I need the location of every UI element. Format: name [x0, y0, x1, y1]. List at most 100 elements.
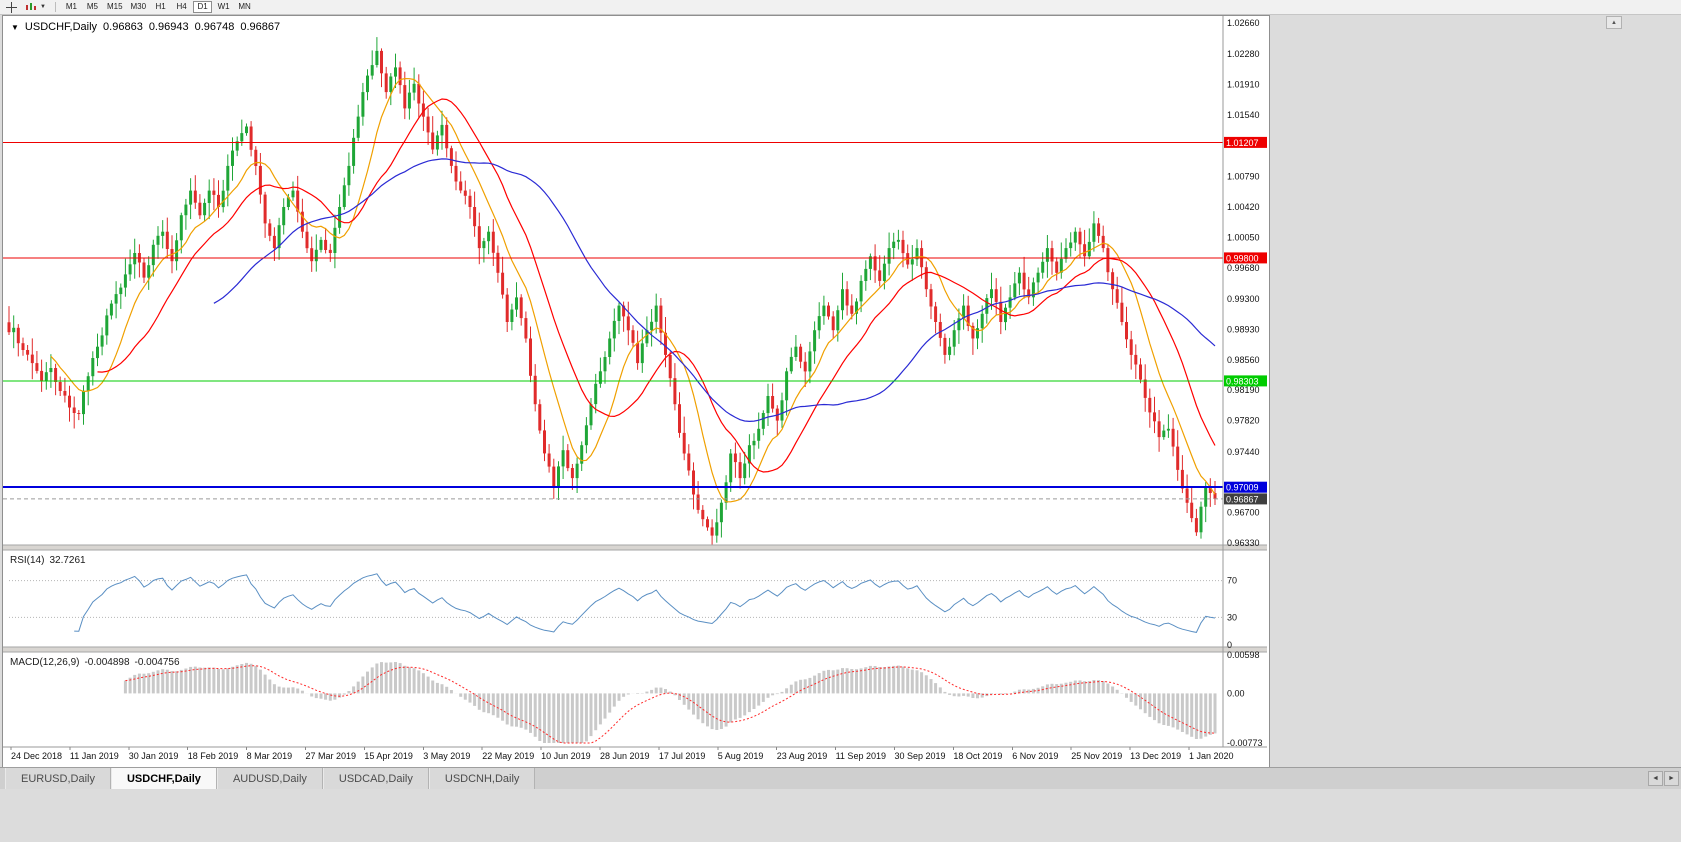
crosshair-tool-button[interactable] — [2, 1, 21, 14]
svg-text:0.99680: 0.99680 — [1227, 263, 1260, 273]
svg-text:23 Aug 2019: 23 Aug 2019 — [777, 751, 828, 761]
chart-symbol-period: USDCHF,Daily — [24, 21, 98, 33]
timeframe-mn-button[interactable]: MN — [235, 1, 254, 13]
svg-text:0.97440: 0.97440 — [1227, 447, 1260, 457]
tab-usdcnh[interactable]: USDCNH,Daily — [428, 768, 536, 789]
svg-text:0.98930: 0.98930 — [1227, 324, 1260, 334]
price-tag-1.01207: 1.01207 — [1224, 136, 1267, 148]
svg-text:18 Oct 2019: 18 Oct 2019 — [953, 751, 1002, 761]
toolbar: ▼ M1 M5 M15 M30 H1 H4 D1 W1 MN — [0, 0, 1681, 15]
svg-text:28 Jun 2019: 28 Jun 2019 — [600, 751, 650, 761]
svg-text:10 Jun 2019: 10 Jun 2019 — [541, 751, 591, 761]
dropdown-icon: ▼ — [40, 4, 46, 10]
svg-text:0.98190: 0.98190 — [1227, 385, 1260, 395]
svg-text:6 Nov 2019: 6 Nov 2019 — [1012, 751, 1058, 761]
price-tag-0.97009: 0.97009 — [1224, 481, 1267, 493]
svg-text:0.96867: 0.96867 — [1226, 494, 1259, 504]
svg-text:0.00: 0.00 — [1227, 688, 1245, 698]
svg-text:22 May 2019: 22 May 2019 — [482, 751, 534, 761]
svg-text:0.97009: 0.97009 — [1226, 483, 1259, 493]
timeframe-h4-button[interactable]: H4 — [172, 1, 191, 13]
svg-text:13 Dec 2019: 13 Dec 2019 — [1130, 751, 1181, 761]
symbol-dropdown-icon[interactable]: ▼ — [11, 22, 19, 32]
svg-text:0.97820: 0.97820 — [1227, 416, 1260, 426]
tab-usdchf[interactable]: USDCHF,Daily — [110, 768, 217, 789]
svg-text:0.98303: 0.98303 — [1226, 376, 1259, 386]
macd-signal-value: -0.004756 — [134, 657, 180, 668]
timeframe-h1-button[interactable]: H1 — [151, 1, 170, 13]
macd-name: MACD(12,26,9) — [10, 657, 80, 668]
macd-indicator-label: MACD(12,26,9) -0.004898 -0.004756 — [10, 657, 180, 668]
ohlc-high: 0.96943 — [148, 21, 189, 33]
svg-text:17 Jul 2019: 17 Jul 2019 — [659, 751, 706, 761]
svg-text:1.01207: 1.01207 — [1226, 138, 1259, 148]
macd-signal-line — [125, 665, 1216, 744]
macd-histogram — [123, 662, 1217, 743]
macd-value: -0.004898 — [84, 657, 130, 668]
tab-label: USDCAD,Daily — [338, 772, 413, 785]
svg-text:1.02280: 1.02280 — [1227, 49, 1260, 59]
price-chart[interactable]: 70 30 00.00598 0.00 -0.00773 1.02660 1.02280 1.… — [3, 16, 1267, 765]
toolbar-separator — [54, 2, 56, 12]
tab-usdcad[interactable]: USDCAD,Daily — [322, 768, 429, 789]
svg-text:24 Dec 2018: 24 Dec 2018 — [11, 751, 62, 761]
svg-text:1.01910: 1.01910 — [1227, 80, 1260, 90]
svg-text:0: 0 — [1227, 640, 1232, 650]
svg-text:70: 70 — [1227, 576, 1237, 586]
tab-label: AUDUSD,Daily — [232, 772, 307, 785]
tab-label: USDCHF,Daily — [126, 772, 201, 785]
svg-text:1.00050: 1.00050 — [1227, 232, 1260, 242]
crosshair-icon — [6, 1, 17, 13]
rsi-value: 32.7261 — [49, 555, 86, 566]
svg-text:1.01540: 1.01540 — [1227, 110, 1260, 120]
current-price-tag: 0.96867 — [1224, 493, 1267, 505]
moving-average-20 — [97, 98, 1216, 473]
svg-text:15 Apr 2019: 15 Apr 2019 — [364, 751, 413, 761]
svg-text:1.00790: 1.00790 — [1227, 172, 1260, 182]
ohlc-open: 0.96863 — [103, 21, 143, 33]
workspace-scroll-up-button[interactable]: ▲ — [1606, 16, 1622, 29]
svg-text:0.99300: 0.99300 — [1227, 294, 1260, 304]
chart-title: ▼ USDCHF,Daily 0.96863 0.96943 0.96748 0… — [11, 21, 280, 33]
candles — [7, 37, 1217, 549]
svg-text:1 Jan 2020: 1 Jan 2020 — [1189, 751, 1234, 761]
rsi-line — [74, 573, 1216, 633]
svg-text:30 Jan 2019: 30 Jan 2019 — [129, 751, 179, 761]
svg-text:27 Mar 2019: 27 Mar 2019 — [306, 751, 357, 761]
pane-splitter[interactable] — [3, 647, 1267, 652]
timeframe-m30-button[interactable]: M30 — [128, 1, 150, 13]
timeframe-w1-button[interactable]: W1 — [214, 1, 233, 13]
tab-scroll-left-button[interactable]: ◄ — [1648, 771, 1663, 786]
svg-text:25 Nov 2019: 25 Nov 2019 — [1071, 751, 1122, 761]
svg-text:0.96700: 0.96700 — [1227, 508, 1260, 518]
timeframe-group: M1 M5 M15 M30 H1 H4 D1 W1 MN — [61, 1, 255, 13]
price-tag-0.99800: 0.99800 — [1224, 252, 1267, 263]
timeframe-m1-button[interactable]: M1 — [62, 1, 81, 13]
svg-text:30: 30 — [1227, 612, 1237, 622]
timeframe-d1-button[interactable]: D1 — [193, 1, 213, 13]
tab-scroll-right-button[interactable]: ► — [1664, 771, 1679, 786]
svg-text:0.00598: 0.00598 — [1227, 650, 1260, 660]
svg-text:1.00420: 1.00420 — [1227, 202, 1260, 212]
svg-text:0.98560: 0.98560 — [1227, 355, 1260, 365]
moving-average-10 — [50, 77, 1216, 503]
svg-text:1.02660: 1.02660 — [1227, 18, 1260, 28]
moving-average-45 — [213, 158, 1216, 423]
timeframe-m15-button[interactable]: M15 — [104, 1, 126, 13]
svg-text:5 Aug 2019: 5 Aug 2019 — [718, 751, 764, 761]
svg-text:0.96330: 0.96330 — [1227, 538, 1260, 548]
ohlc-close: 0.96867 — [240, 21, 281, 33]
svg-text:-0.00773: -0.00773 — [1227, 738, 1263, 748]
price-tag-0.98303: 0.98303 — [1224, 375, 1267, 386]
ohlc-low: 0.96748 — [194, 21, 235, 33]
tab-label: USDCNH,Daily — [444, 772, 520, 785]
svg-text:30 Sep 2019: 30 Sep 2019 — [895, 751, 946, 761]
tab-audusd[interactable]: AUDUSD,Daily — [216, 768, 323, 789]
rsi-indicator-label: RSI(14) 32.7261 — [10, 555, 86, 566]
pane-splitter[interactable] — [3, 545, 1267, 550]
tab-eurusd[interactable]: EURUSD,Daily — [5, 768, 111, 789]
chart-objects-dropdown-button[interactable]: ▼ — [21, 1, 50, 14]
timeframe-m5-button[interactable]: M5 — [83, 1, 102, 13]
svg-text:3 May 2019: 3 May 2019 — [423, 751, 470, 761]
chart-tabs: EURUSD,Daily USDCHF,Daily AUDUSD,Daily USDC… — [5, 768, 536, 789]
